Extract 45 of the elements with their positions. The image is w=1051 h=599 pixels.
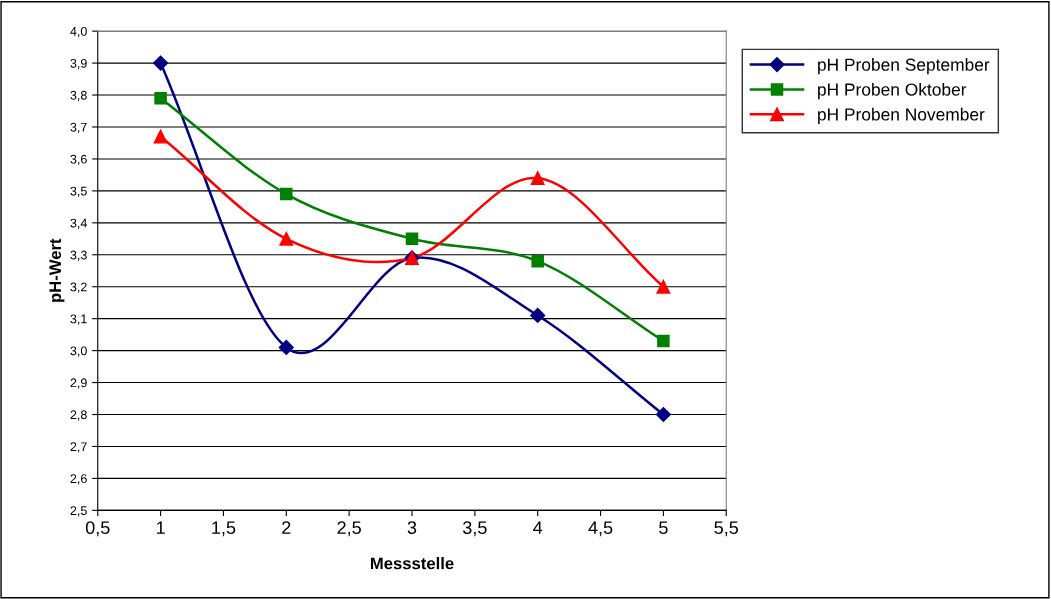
x-tick-label: 2,5 (337, 521, 361, 537)
point (154, 91, 167, 105)
point (655, 406, 671, 423)
point (530, 307, 546, 324)
y-tick-label: 2,9 (70, 378, 87, 389)
y-tick-label: 3,7 (70, 122, 87, 134)
point (280, 187, 293, 201)
x-tick-label: 1 (156, 521, 165, 534)
x-axis-title: Messstelle (370, 557, 454, 570)
x-tick-label: 0,5 (85, 521, 110, 537)
legend-label: pH Proben Oktober (818, 82, 967, 100)
y-tick-label: 3,1 (70, 314, 87, 325)
point (153, 129, 168, 144)
point (279, 231, 294, 246)
x-tick-label: 4,5 (588, 521, 613, 537)
point (531, 254, 544, 268)
y-tick-label: 3,0 (70, 346, 87, 357)
legend-label: pH Proben September (818, 58, 990, 75)
x-tick-label: 1,5 (212, 521, 236, 537)
y-tick-label: 3,4 (70, 218, 87, 229)
point (530, 171, 545, 186)
y-axis-title: pH-Wert (49, 238, 65, 302)
y-tick-label: 3,5 (70, 186, 87, 198)
x-tick-label: 3 (407, 521, 417, 535)
x-tick-label: 5,5 (714, 521, 739, 537)
x-tick-label: 2 (282, 521, 291, 534)
y-tick-label: 3,8 (70, 90, 87, 102)
y-tick-label: 4,0 (70, 26, 87, 38)
point (656, 279, 671, 294)
point (153, 55, 169, 71)
y-tick-label: 2,7 (70, 442, 87, 453)
x-tick-label: 4 (533, 521, 543, 534)
y-tick-label: 2,8 (70, 410, 87, 421)
point (405, 232, 419, 246)
x-tick-label: 5 (659, 521, 668, 535)
y-tick-label: 3,9 (70, 58, 87, 70)
y-tick-label: 3,3 (70, 250, 87, 261)
y-tick-label: 3,2 (70, 282, 87, 293)
legend-label: pH Proben November (818, 107, 985, 125)
y-tick-label: 2,6 (70, 474, 87, 485)
x-tick-label: 3,5 (462, 521, 487, 537)
y-tick-label: 2,5 (70, 506, 87, 517)
point (657, 334, 670, 348)
y-tick-label: 3,6 (70, 154, 87, 166)
point (278, 339, 294, 355)
